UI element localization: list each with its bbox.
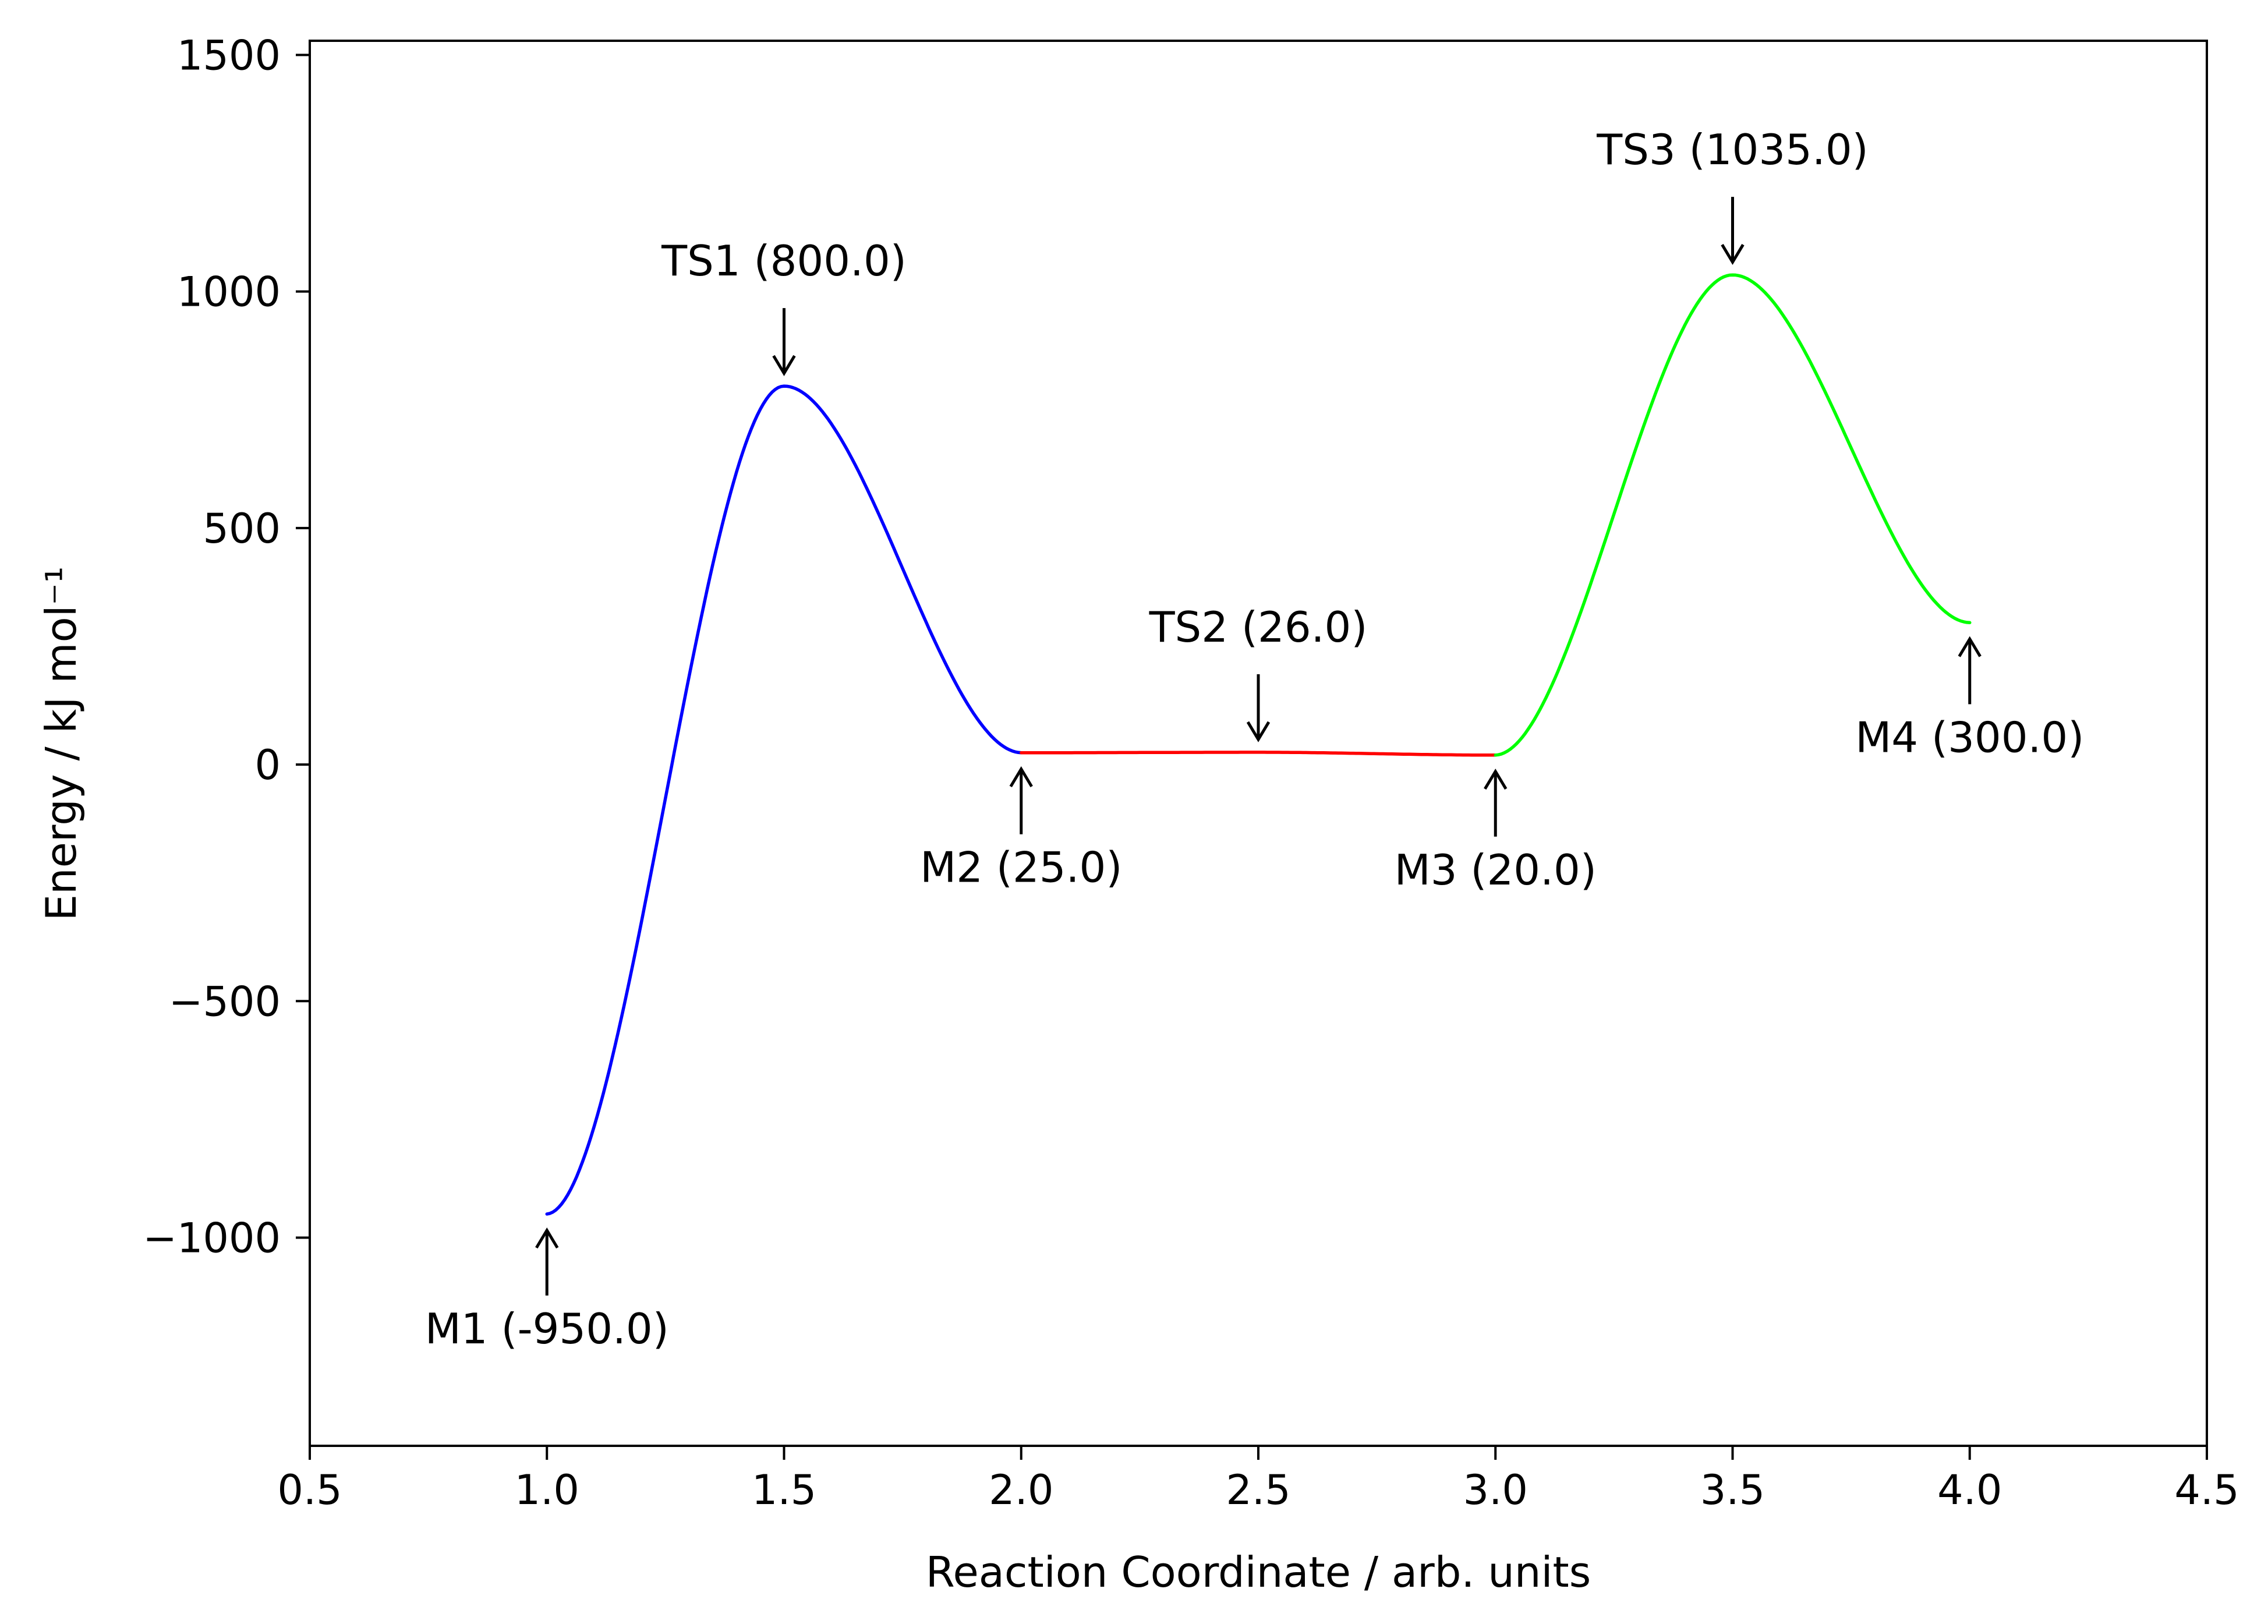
x-tick-label: 4.0 bbox=[1937, 1466, 2002, 1514]
energy-curve-segment-2 bbox=[1020, 751, 1498, 757]
annotation-arrowhead bbox=[535, 1227, 559, 1249]
x-axis: 0.5 1.0 1.5 2.0 2.5 3.0 3.5 4.0 4.5 bbox=[277, 1446, 2239, 1514]
annotation-arrowhead bbox=[1246, 721, 1271, 742]
annotation-arrowhead bbox=[1484, 768, 1508, 790]
y-tick-label: −1000 bbox=[143, 1215, 281, 1262]
stationary-point-label: TS1 (800.0) bbox=[661, 236, 907, 285]
y-tick-label: 1500 bbox=[177, 31, 281, 79]
x-tick-label: 1.0 bbox=[515, 1466, 579, 1514]
x-tick-label: 3.0 bbox=[1463, 1466, 1528, 1514]
y-axis-label: Energy / kJ mol⁻¹ bbox=[37, 567, 86, 921]
stationary-point-label: M1 (-950.0) bbox=[425, 1304, 669, 1353]
x-tick-label: 1.5 bbox=[752, 1466, 816, 1514]
x-tick-label: 0.5 bbox=[277, 1466, 342, 1514]
annotation-arrowhead bbox=[1009, 766, 1033, 788]
stationary-point-label: M4 (300.0) bbox=[1855, 713, 2084, 762]
energy-curve-segment-3 bbox=[1494, 273, 1972, 757]
annotation-arrowhead bbox=[1721, 243, 1745, 266]
y-axis: −1000 −500 0 500 1000 1500 bbox=[143, 31, 310, 1262]
x-tick-label: 4.5 bbox=[2174, 1466, 2239, 1514]
energy-curve-segment-1 bbox=[545, 384, 1023, 1216]
stationary-point-label: TS3 (1035.0) bbox=[1596, 125, 1869, 174]
y-tick-label: 1000 bbox=[177, 268, 281, 316]
curve-layer bbox=[545, 273, 1972, 1216]
stationary-point-label: M2 (25.0) bbox=[920, 843, 1122, 892]
x-tick-label: 3.5 bbox=[1700, 1466, 1765, 1514]
y-tick-label: 500 bbox=[203, 505, 281, 553]
annotation-arrowhead bbox=[772, 355, 796, 376]
y-tick-label: −500 bbox=[169, 978, 281, 1025]
annotation-arrowhead bbox=[1958, 636, 1982, 657]
x-tick-label: 2.5 bbox=[1226, 1466, 1290, 1514]
stationary-point-label: M3 (20.0) bbox=[1395, 845, 1597, 894]
annotation-layer: M1 (-950.0) TS1 (800.0) M2 (25.0) TS2 (26.0… bbox=[425, 125, 2085, 1353]
x-tick-label: 2.0 bbox=[989, 1466, 1053, 1514]
y-tick-label: 0 bbox=[254, 741, 281, 789]
x-axis-label: Reaction Coordinate / arb. units bbox=[926, 1548, 1591, 1597]
stationary-point-label: TS2 (26.0) bbox=[1149, 603, 1368, 652]
